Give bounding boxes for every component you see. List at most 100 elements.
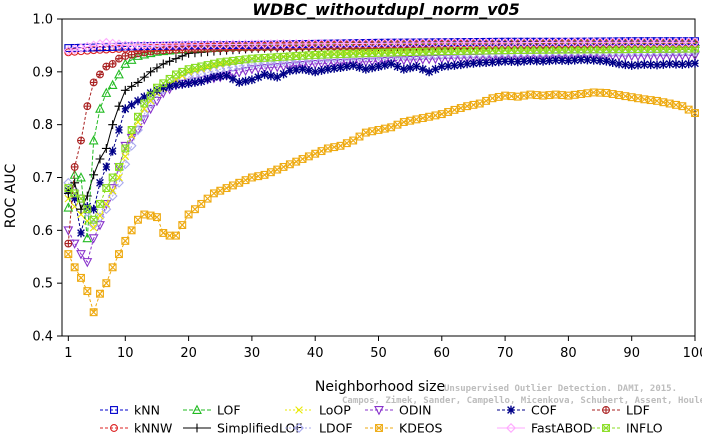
data-point-odin [101,199,112,210]
data-point-cof [266,71,275,81]
data-point-cof [279,69,288,79]
data-point-cof [653,60,661,70]
data-point-ldf [102,62,111,71]
data-point-odin [234,68,245,78]
data-point-cof [437,62,446,71]
data-point-cof [210,72,218,82]
data-point-ldf [64,239,73,248]
data-point-ldf [77,136,85,145]
data-point-odin [411,55,422,66]
data-point-fastabod [107,38,118,49]
series-inflo [64,44,699,224]
data-point-simplifiedlof [139,72,149,82]
data-point-odin [240,66,251,77]
x-tick-label: 60 [434,346,451,361]
data-point-cof [342,62,351,71]
x-tick-label: 100 [683,346,702,361]
data-point-odin [367,57,378,67]
data-point-lof [63,202,74,212]
data-point-cof [456,60,465,70]
data-point-odin [291,61,302,71]
data-point-cof [380,60,389,70]
data-point-cof [634,60,642,70]
data-point-odin [139,115,150,125]
data-point-inflo [83,205,92,214]
data-point-cof [368,63,377,73]
legend-item-ldf: LDF [592,403,650,418]
data-point-cof [121,104,130,114]
data-point-lof [133,50,143,60]
data-point-loop [64,194,73,203]
data-point-cof [520,56,528,66]
data-point-inflo [121,144,130,153]
data-point-cof [222,71,231,80]
data-point-cof [406,63,415,73]
data-point-odin [82,258,93,268]
data-point-cof [197,76,206,86]
data-point-kdeos [583,89,592,98]
legend-label-inflo: INFLO [626,421,663,434]
data-point-cof [583,55,592,65]
data-point-kdeos [691,109,699,117]
data-point-cof [292,65,301,75]
data-point-cof [184,79,193,88]
data-point-cof [691,58,699,68]
data-point-cof [254,72,263,82]
data-point-simplifiedlof [70,178,80,188]
data-point-cof [165,81,174,91]
data-point-cof [191,78,199,87]
data-point-kdeos [102,279,111,288]
data-point-odin [259,64,270,74]
x-tick-label: 70 [497,346,514,361]
data-point-cof [235,78,244,87]
legend-label-lof: LOF [217,403,241,418]
data-point-cof [153,85,161,95]
y-tick-label: 1.0 [32,13,53,28]
data-point-cof [463,59,472,69]
data-point-cof [115,125,123,135]
data-point-cof [577,55,585,65]
y-tick-label: 0.5 [32,277,53,292]
data-point-kdeos [197,199,206,208]
legend-item-odin: ODIN [365,403,432,418]
legend-marker-knn [110,406,118,414]
data-point-simplifiedlof [165,56,175,66]
data-point-lof [76,172,86,182]
data-point-cof [532,56,541,66]
data-point-cof [672,59,680,69]
data-point-fastabod [113,39,124,50]
data-point-loop [191,66,199,75]
chart-title: WDBC_withoutdupl_norm_v05 [252,0,520,19]
data-point-cof [621,60,630,70]
data-point-inflo [108,173,117,182]
legend-marker-fastabod [506,423,516,433]
data-point-ldf [121,52,130,60]
data-point-simplifiedlof [133,78,143,87]
watermark-line-2: Campos, Zimek, Sander, Campello, Micenko… [342,395,702,406]
data-point-cof [248,75,256,85]
data-point-fastabod [101,37,112,48]
data-point-kdeos [190,205,199,214]
legend-marker-kdeos [375,424,383,432]
data-point-cof [260,70,269,79]
data-point-lof [145,47,156,58]
data-point-cof [444,61,453,71]
data-point-cof [361,64,370,74]
data-point-cof [70,194,79,204]
data-point-cof [589,55,598,65]
data-point-cof [336,63,345,73]
data-point-cof [323,64,332,74]
data-point-simplifiedlof [108,120,118,130]
data-point-kdeos [627,93,636,102]
data-point-odin [253,64,264,75]
data-point-odin [341,58,352,68]
data-point-cof [399,64,408,74]
x-tick-label: 1 [64,346,72,361]
x-tick-label: 80 [560,346,577,361]
data-point-cof [134,96,142,106]
data-point-cof [539,56,547,66]
legend-label-knn: kNN [134,403,160,418]
data-point-cof [488,57,497,67]
data-point-kdeos [355,132,364,141]
legend-marker-cof [507,405,515,415]
